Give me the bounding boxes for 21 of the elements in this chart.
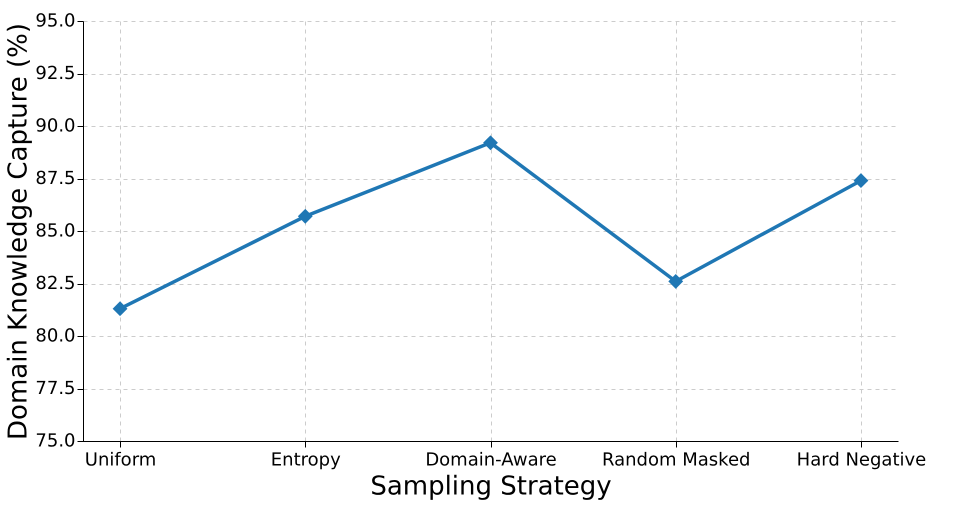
y-axis-title: Domain Knowledge Capture (%) bbox=[3, 23, 34, 440]
x-tick-label: Random Masked bbox=[602, 450, 750, 470]
y-tick-label: 90.0 bbox=[35, 116, 76, 136]
x-tick-label: Entropy bbox=[270, 450, 342, 470]
y-tick-label: 92.5 bbox=[35, 63, 76, 84]
x-tick-label: Hard Negative bbox=[796, 450, 926, 470]
point bbox=[483, 135, 498, 150]
x-tick-label: Domain-Aware bbox=[425, 450, 557, 470]
point bbox=[668, 274, 684, 289]
y-tick-label: 75.0 bbox=[35, 430, 76, 452]
x-tick-label: Uniform bbox=[84, 450, 156, 470]
point bbox=[298, 208, 313, 224]
x-axis-title: Sampling Strategy bbox=[370, 472, 612, 502]
y-tick-label: 85.0 bbox=[35, 220, 76, 242]
point bbox=[854, 173, 868, 188]
y-tick-label: 80.0 bbox=[35, 326, 76, 346]
y-tick-label: 95.0 bbox=[35, 10, 76, 32]
y-tick-label: 87.5 bbox=[35, 168, 76, 189]
y-tick-label: 77.5 bbox=[35, 378, 76, 399]
y-tick-label: 82.5 bbox=[35, 273, 76, 294]
point bbox=[112, 301, 128, 316]
